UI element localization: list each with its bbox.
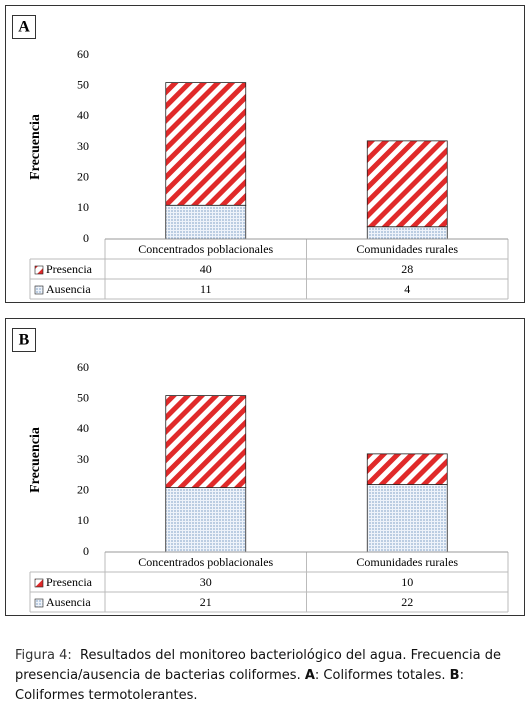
y-tick-label: 20 (77, 169, 89, 183)
bar-segment (165, 395, 247, 489)
y-tick-label: 10 (77, 513, 89, 527)
legend-swatch (34, 265, 44, 275)
caption-bold: B (449, 668, 460, 683)
legend-label: Ausencia (46, 282, 91, 296)
y-tick-label: 40 (77, 108, 89, 122)
legend-swatch (34, 578, 44, 588)
y-tick-label: 50 (77, 77, 89, 91)
category-label: Concentrados poblacionales (138, 242, 273, 256)
table-value: 40 (200, 262, 212, 276)
category-label: Comunidades rurales (356, 555, 458, 569)
bar-segment (165, 204, 247, 240)
panel-label: B (19, 332, 30, 349)
y-tick-label: 20 (77, 482, 89, 496)
bar-segment (366, 226, 448, 240)
y-tick-label: 0 (83, 231, 89, 245)
bar-segment (366, 484, 448, 553)
bar-segment (366, 140, 448, 228)
y-tick-label: 30 (77, 452, 89, 466)
table-value: 21 (200, 595, 212, 609)
table-value: 10 (401, 575, 413, 589)
legend-label: Presencia (46, 575, 93, 589)
caption-label: Figura 4: (15, 648, 72, 663)
panel-label: A (18, 19, 30, 36)
caption-text: : Coliformes totales. (314, 668, 446, 683)
table-value: 28 (401, 262, 413, 276)
category-label: Concentrados poblacionales (138, 555, 273, 569)
table-value: 4 (404, 282, 410, 296)
y-axis-label: Frecuencia (28, 114, 43, 180)
panel-label-box (12, 328, 36, 352)
y-tick-label: 60 (77, 360, 89, 374)
caption-text: : Coliformes termotolerantes. (15, 668, 464, 703)
y-tick-label: 60 (77, 47, 89, 61)
y-tick-label: 40 (77, 421, 89, 435)
y-tick-label: 50 (77, 390, 89, 404)
panel-frame (5, 5, 525, 303)
caption-text: Resultados del monitoreo bacteriológico … (15, 648, 501, 683)
y-tick-label: 0 (83, 544, 89, 558)
legend-label: Ausencia (46, 595, 91, 609)
bar-segment (165, 487, 247, 553)
bar-segment (366, 453, 448, 485)
table-value: 11 (200, 282, 212, 296)
caption-bold: A (304, 668, 315, 683)
panel-frame (5, 318, 525, 616)
bar-segment (165, 82, 247, 206)
legend-swatch (34, 598, 44, 608)
legend-label: Presencia (46, 262, 93, 276)
category-label: Comunidades rurales (356, 242, 458, 256)
y-tick-label: 30 (77, 139, 89, 153)
caption: Figura 4: Resultados del monitoreo bacte… (15, 646, 520, 706)
panel-label-box (12, 15, 36, 39)
table-value: 30 (200, 575, 212, 589)
legend-swatch (34, 285, 44, 295)
y-tick-label: 10 (77, 200, 89, 214)
table-value: 22 (401, 595, 413, 609)
y-axis-label: Frecuencia (28, 427, 43, 493)
